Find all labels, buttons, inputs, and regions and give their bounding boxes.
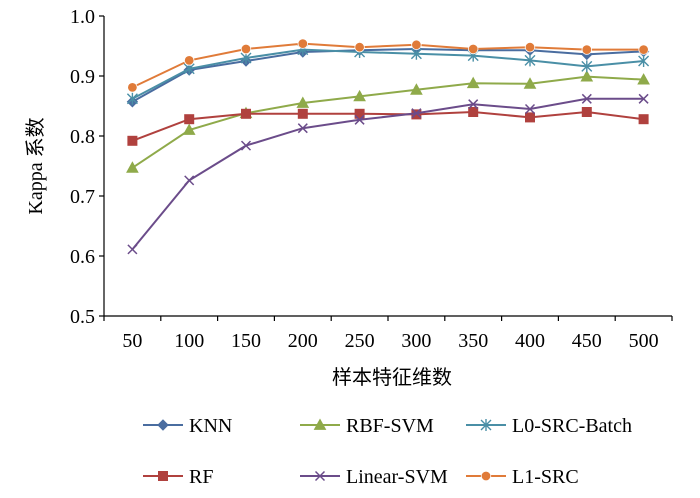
data-point-linear-svm (468, 99, 479, 110)
y-tick-label: 0.8 (70, 126, 95, 148)
legend-item-l1-src: L1-SRC (466, 466, 579, 488)
data-point-l1-src (354, 42, 365, 53)
data-point-rf (354, 108, 365, 119)
data-point-rf (184, 114, 195, 125)
data-point-linear-svm (354, 114, 365, 125)
legend-marker (480, 470, 492, 482)
series-line-rf (132, 110, 644, 142)
y-ticks: 0.5 0.6 0.7 0.8 0.9 1.0 (70, 6, 104, 328)
legend-label: L1-SRC (512, 466, 579, 488)
data-point-l1-src (127, 82, 138, 93)
series-line-linear-svm (131, 97, 644, 251)
legend-marker (313, 418, 327, 430)
data-point-l0-src-batch (126, 92, 138, 105)
legend-label: KNN (189, 415, 232, 437)
data-point-rbf-svm (410, 83, 423, 95)
data-point-rbf-svm (353, 89, 366, 102)
data-point-l0-src-batch (581, 60, 593, 73)
series-rf (127, 107, 649, 146)
y-tick-label: 0.6 (70, 246, 95, 268)
x-tick-label: 250 (345, 330, 375, 352)
series-rbf-svm (126, 70, 650, 173)
series-line-l0-src-batch (131, 48, 644, 100)
x-tick-label: 100 (174, 330, 204, 352)
data-point-l1-src (638, 44, 649, 55)
legend-item-knn: KNN (143, 415, 232, 437)
y-tick-label: 1.0 (70, 6, 95, 28)
x-tick-label: 350 (458, 330, 488, 352)
series-line-rbf-svm (131, 75, 644, 169)
data-point-l1-src (240, 43, 252, 55)
x-ticks: 50 100 150 200 250 300 350 400 450 500 (103, 316, 673, 352)
data-point-linear-svm (411, 108, 422, 119)
data-point-l1-src (297, 38, 309, 49)
series-linear-svm (127, 93, 649, 255)
legend-marker (157, 419, 169, 431)
legend-marker (158, 471, 168, 481)
data-point-l0-src-batch (524, 54, 536, 67)
series-l1-src (127, 38, 649, 93)
x-tick-label: 500 (629, 330, 659, 352)
data-point-linear-svm (127, 244, 138, 255)
data-point-linear-svm (297, 123, 308, 134)
data-point-rbf-svm (466, 76, 480, 89)
data-point-linear-svm (524, 103, 536, 115)
data-point-rf (241, 108, 251, 119)
data-point-rbf-svm (637, 73, 650, 85)
data-point-l1-src (183, 55, 195, 66)
data-point-rf (525, 112, 535, 123)
data-point-rf (468, 107, 479, 117)
data-point-l1-src (411, 39, 422, 51)
series-line-l1-src (131, 42, 644, 89)
data-point-rbf-svm (182, 123, 196, 135)
data-point-linear-svm (581, 93, 592, 104)
legend-label: Linear-SVM (346, 466, 448, 488)
x-tick-label: 300 (401, 330, 431, 352)
data-point-rbf-svm (580, 70, 594, 82)
legend-item-linear-svm: Linear-SVM (300, 466, 448, 488)
x-tick-label: 150 (231, 330, 261, 352)
legend-item-rbf-svm: RBF-SVM (300, 415, 434, 437)
data-point-rbf-svm (126, 161, 139, 173)
series-layer (126, 38, 650, 255)
legend-marker (480, 419, 492, 431)
x-tick-label: 200 (288, 330, 318, 352)
legend-item-rf: RF (143, 466, 213, 488)
data-point-rbf-svm (523, 77, 537, 89)
data-point-linear-svm (240, 140, 252, 151)
data-point-rf (127, 135, 138, 146)
x-axis-label: 样本特征维数 (332, 366, 452, 389)
data-point-rf (297, 108, 308, 119)
x-tick-label: 50 (122, 330, 142, 352)
data-point-linear-svm (638, 93, 649, 104)
y-tick-label: 0.5 (70, 306, 95, 328)
data-point-l1-src (524, 42, 536, 53)
legend-marker (314, 470, 326, 482)
legend-label: RF (189, 466, 213, 488)
legend-item-l0-src-batch: L0-SRC-Batch (466, 415, 632, 437)
x-tick-label: 450 (572, 330, 602, 352)
data-point-l1-src (468, 43, 479, 55)
legend-label: RBF-SVM (346, 415, 434, 437)
y-tick-label: 0.7 (70, 186, 95, 208)
y-axis-label: Kappa 系数 (24, 117, 47, 214)
series-line-knn (131, 47, 644, 103)
y-tick-label: 0.9 (70, 66, 95, 88)
x-tick-label: 400 (515, 330, 545, 352)
data-point-rf (581, 107, 592, 117)
data-point-linear-svm (184, 175, 195, 186)
data-point-l0-src-batch (638, 55, 650, 67)
data-point-rf (638, 114, 649, 125)
data-point-l1-src (581, 44, 593, 55)
data-point-rbf-svm (296, 96, 310, 108)
legend: KNN RBF-SVM L0-SRC-Batch RF Linear-SVM L1-SRC (143, 415, 632, 488)
legend-label: L0-SRC-Batch (512, 415, 632, 437)
